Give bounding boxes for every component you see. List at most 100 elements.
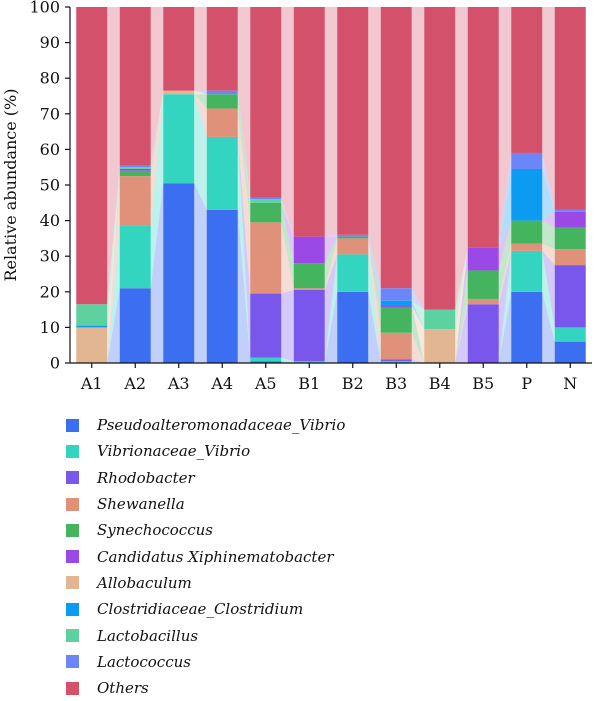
y-tick-label: 90 <box>40 33 60 52</box>
x-axis-ticks: A1 A2 A3 A4 A5 B1 B2 B3 B4 B5 P N <box>80 363 577 393</box>
x-tick-label: A5 <box>254 374 277 393</box>
legend-swatch <box>66 655 79 669</box>
flow-band <box>237 7 251 198</box>
flow-band <box>194 90 207 95</box>
flow-band <box>455 247 468 363</box>
bar-segment <box>163 94 195 184</box>
flow-band <box>498 291 512 363</box>
flow-band <box>237 136 251 358</box>
bar-segment <box>380 306 412 308</box>
bar-segment <box>206 94 238 109</box>
flow-band <box>324 238 338 291</box>
flow-band <box>411 306 425 363</box>
stacked-bar-chart: 0 10 20 30 40 50 60 70 80 90 100 A1 A2 A3 A4 A5 B1 B2 B3 B… <box>1 0 592 393</box>
flow-band <box>324 254 338 362</box>
flow-band <box>150 90 164 168</box>
y-tick-label: 50 <box>40 176 60 195</box>
flow-band <box>194 7 207 91</box>
flow-band <box>107 168 120 328</box>
flow-band <box>542 7 555 210</box>
bar-segment <box>337 254 369 292</box>
flow-band <box>411 359 425 363</box>
legend-item: Lactobacillus <box>66 622 586 648</box>
flow-band <box>542 250 555 342</box>
flow-band <box>237 94 251 223</box>
legend-swatch <box>66 418 79 432</box>
bar-segment <box>250 361 282 363</box>
flow-band <box>455 298 468 363</box>
bar-segment <box>467 270 499 299</box>
y-tick-label: 0 <box>50 354 60 373</box>
bar-segment <box>163 7 195 91</box>
flow-band <box>498 7 512 248</box>
y-tick-label: 30 <box>40 247 60 266</box>
bar-segment <box>76 327 108 363</box>
legend-label: Allobaculum <box>97 573 192 592</box>
flow-band <box>368 7 381 289</box>
flow-band <box>455 270 468 363</box>
legend-swatch <box>66 471 79 485</box>
bar-segment <box>554 327 586 342</box>
bar-segment <box>467 247 499 271</box>
bar-segment <box>424 329 456 363</box>
bar-segment <box>293 290 325 362</box>
flow-band <box>368 254 381 363</box>
y-tick-label: 40 <box>40 211 60 230</box>
legend-label: Others <box>97 679 149 698</box>
bar-segment <box>206 136 238 210</box>
bar-segment <box>511 243 543 251</box>
bar-segment <box>511 7 543 153</box>
flow-band <box>411 332 425 363</box>
bar-segment <box>380 288 412 301</box>
bar-segment <box>467 7 499 248</box>
bar-segment <box>76 304 108 326</box>
flow-band <box>281 7 294 237</box>
x-tick-label: A1 <box>80 374 103 393</box>
flow-band <box>411 307 425 363</box>
legend-label: Vibrionaceae_Vibrio <box>97 442 251 461</box>
bar-segment <box>337 238 369 255</box>
bar-segment <box>511 220 543 244</box>
bar-segment <box>293 361 325 363</box>
legend-label: Pseudoalteromonadaceae_Vibrio <box>97 416 346 435</box>
flow-band <box>368 236 381 307</box>
x-tick-label: A4 <box>210 374 233 393</box>
flow-band <box>368 238 381 360</box>
y-axis-title: Relative abundance (%) <box>1 89 20 282</box>
bar-segment <box>554 7 586 210</box>
legend-item: Shewanella <box>66 491 586 517</box>
bar-segment <box>554 209 586 212</box>
x-tick-label: B4 <box>429 374 451 393</box>
legend-item: Rhodobacter <box>66 465 586 491</box>
x-tick-label: A2 <box>123 374 146 393</box>
bar-segment <box>511 250 543 292</box>
flow-band <box>107 165 120 305</box>
flow-band <box>542 243 555 266</box>
flow-band <box>324 254 338 363</box>
flow-band <box>324 236 338 264</box>
bar-segment <box>76 325 108 328</box>
flow-band <box>150 94 164 177</box>
bar-segment <box>206 209 238 363</box>
flow-band <box>281 290 294 362</box>
flow-band <box>498 152 512 248</box>
flow-band <box>542 250 555 328</box>
bar-segment <box>467 298 499 305</box>
bar-segment <box>119 168 151 171</box>
bar-segment <box>337 291 369 363</box>
y-tick-label: 20 <box>40 282 60 301</box>
flow-band <box>281 222 294 294</box>
flow-band <box>281 357 294 363</box>
bar-segment <box>554 249 586 266</box>
flow-band <box>107 176 120 363</box>
flow-band <box>150 94 164 171</box>
flow-band <box>498 250 512 363</box>
bar-segment <box>163 90 195 95</box>
y-tick-label: 10 <box>40 318 60 337</box>
flow-band <box>194 94 207 210</box>
bar-segment <box>380 300 412 307</box>
legend-item: Lactococcus <box>66 649 586 675</box>
bar-segment <box>511 168 543 221</box>
bar-segment <box>293 288 325 291</box>
legend-item: Vibrionaceae_Vibrio <box>66 438 586 464</box>
